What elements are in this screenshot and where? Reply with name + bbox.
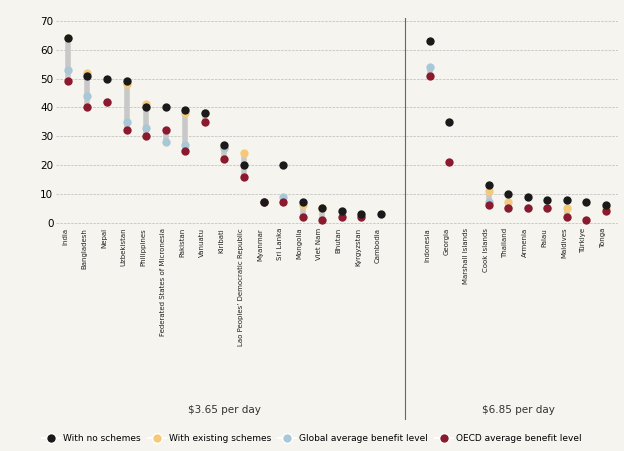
Legend: With no schemes, With existing schemes, Global average benefit level, OECD avera: With no schemes, With existing schemes, …: [39, 430, 585, 446]
Text: Palau: Palau: [541, 228, 547, 247]
Text: Nepal: Nepal: [101, 228, 107, 248]
Text: Bangladesh: Bangladesh: [82, 228, 87, 269]
Text: Philippines: Philippines: [140, 228, 146, 266]
Text: Armenia: Armenia: [522, 228, 528, 257]
Text: Uzbekistan: Uzbekistan: [120, 228, 127, 267]
Text: Türkiye: Türkiye: [580, 228, 587, 253]
Text: Georgia: Georgia: [444, 228, 449, 255]
Text: Cambodia: Cambodia: [375, 228, 381, 263]
Text: Bhutan: Bhutan: [336, 228, 342, 253]
Text: Kiribati: Kiribati: [218, 228, 225, 253]
Text: Sri Lanka: Sri Lanka: [277, 228, 283, 260]
Text: Maldives: Maldives: [561, 228, 567, 258]
Text: India: India: [62, 228, 68, 245]
Text: Marshall Islands: Marshall Islands: [463, 228, 469, 284]
Text: Mongolia: Mongolia: [297, 228, 303, 259]
Text: Federated States of Micronesia: Federated States of Micronesia: [160, 228, 166, 336]
Text: Pakistan: Pakistan: [179, 228, 185, 257]
Text: Cook Islands: Cook Islands: [482, 228, 489, 272]
Text: Tonga: Tonga: [600, 228, 606, 248]
Text: Kyrgyzstan: Kyrgyzstan: [356, 228, 361, 266]
Text: Indonesia: Indonesia: [424, 228, 430, 262]
Text: Myanmar: Myanmar: [258, 228, 263, 261]
Text: Lao Peoples’ Democratic Republic: Lao Peoples’ Democratic Republic: [238, 228, 244, 345]
Text: Viet Nam: Viet Nam: [316, 228, 322, 260]
Text: $6.85 per day: $6.85 per day: [482, 405, 554, 415]
Text: Vanuatu: Vanuatu: [199, 228, 205, 257]
Text: Thailand: Thailand: [502, 228, 508, 258]
Text: $3.65 per day: $3.65 per day: [188, 405, 261, 415]
